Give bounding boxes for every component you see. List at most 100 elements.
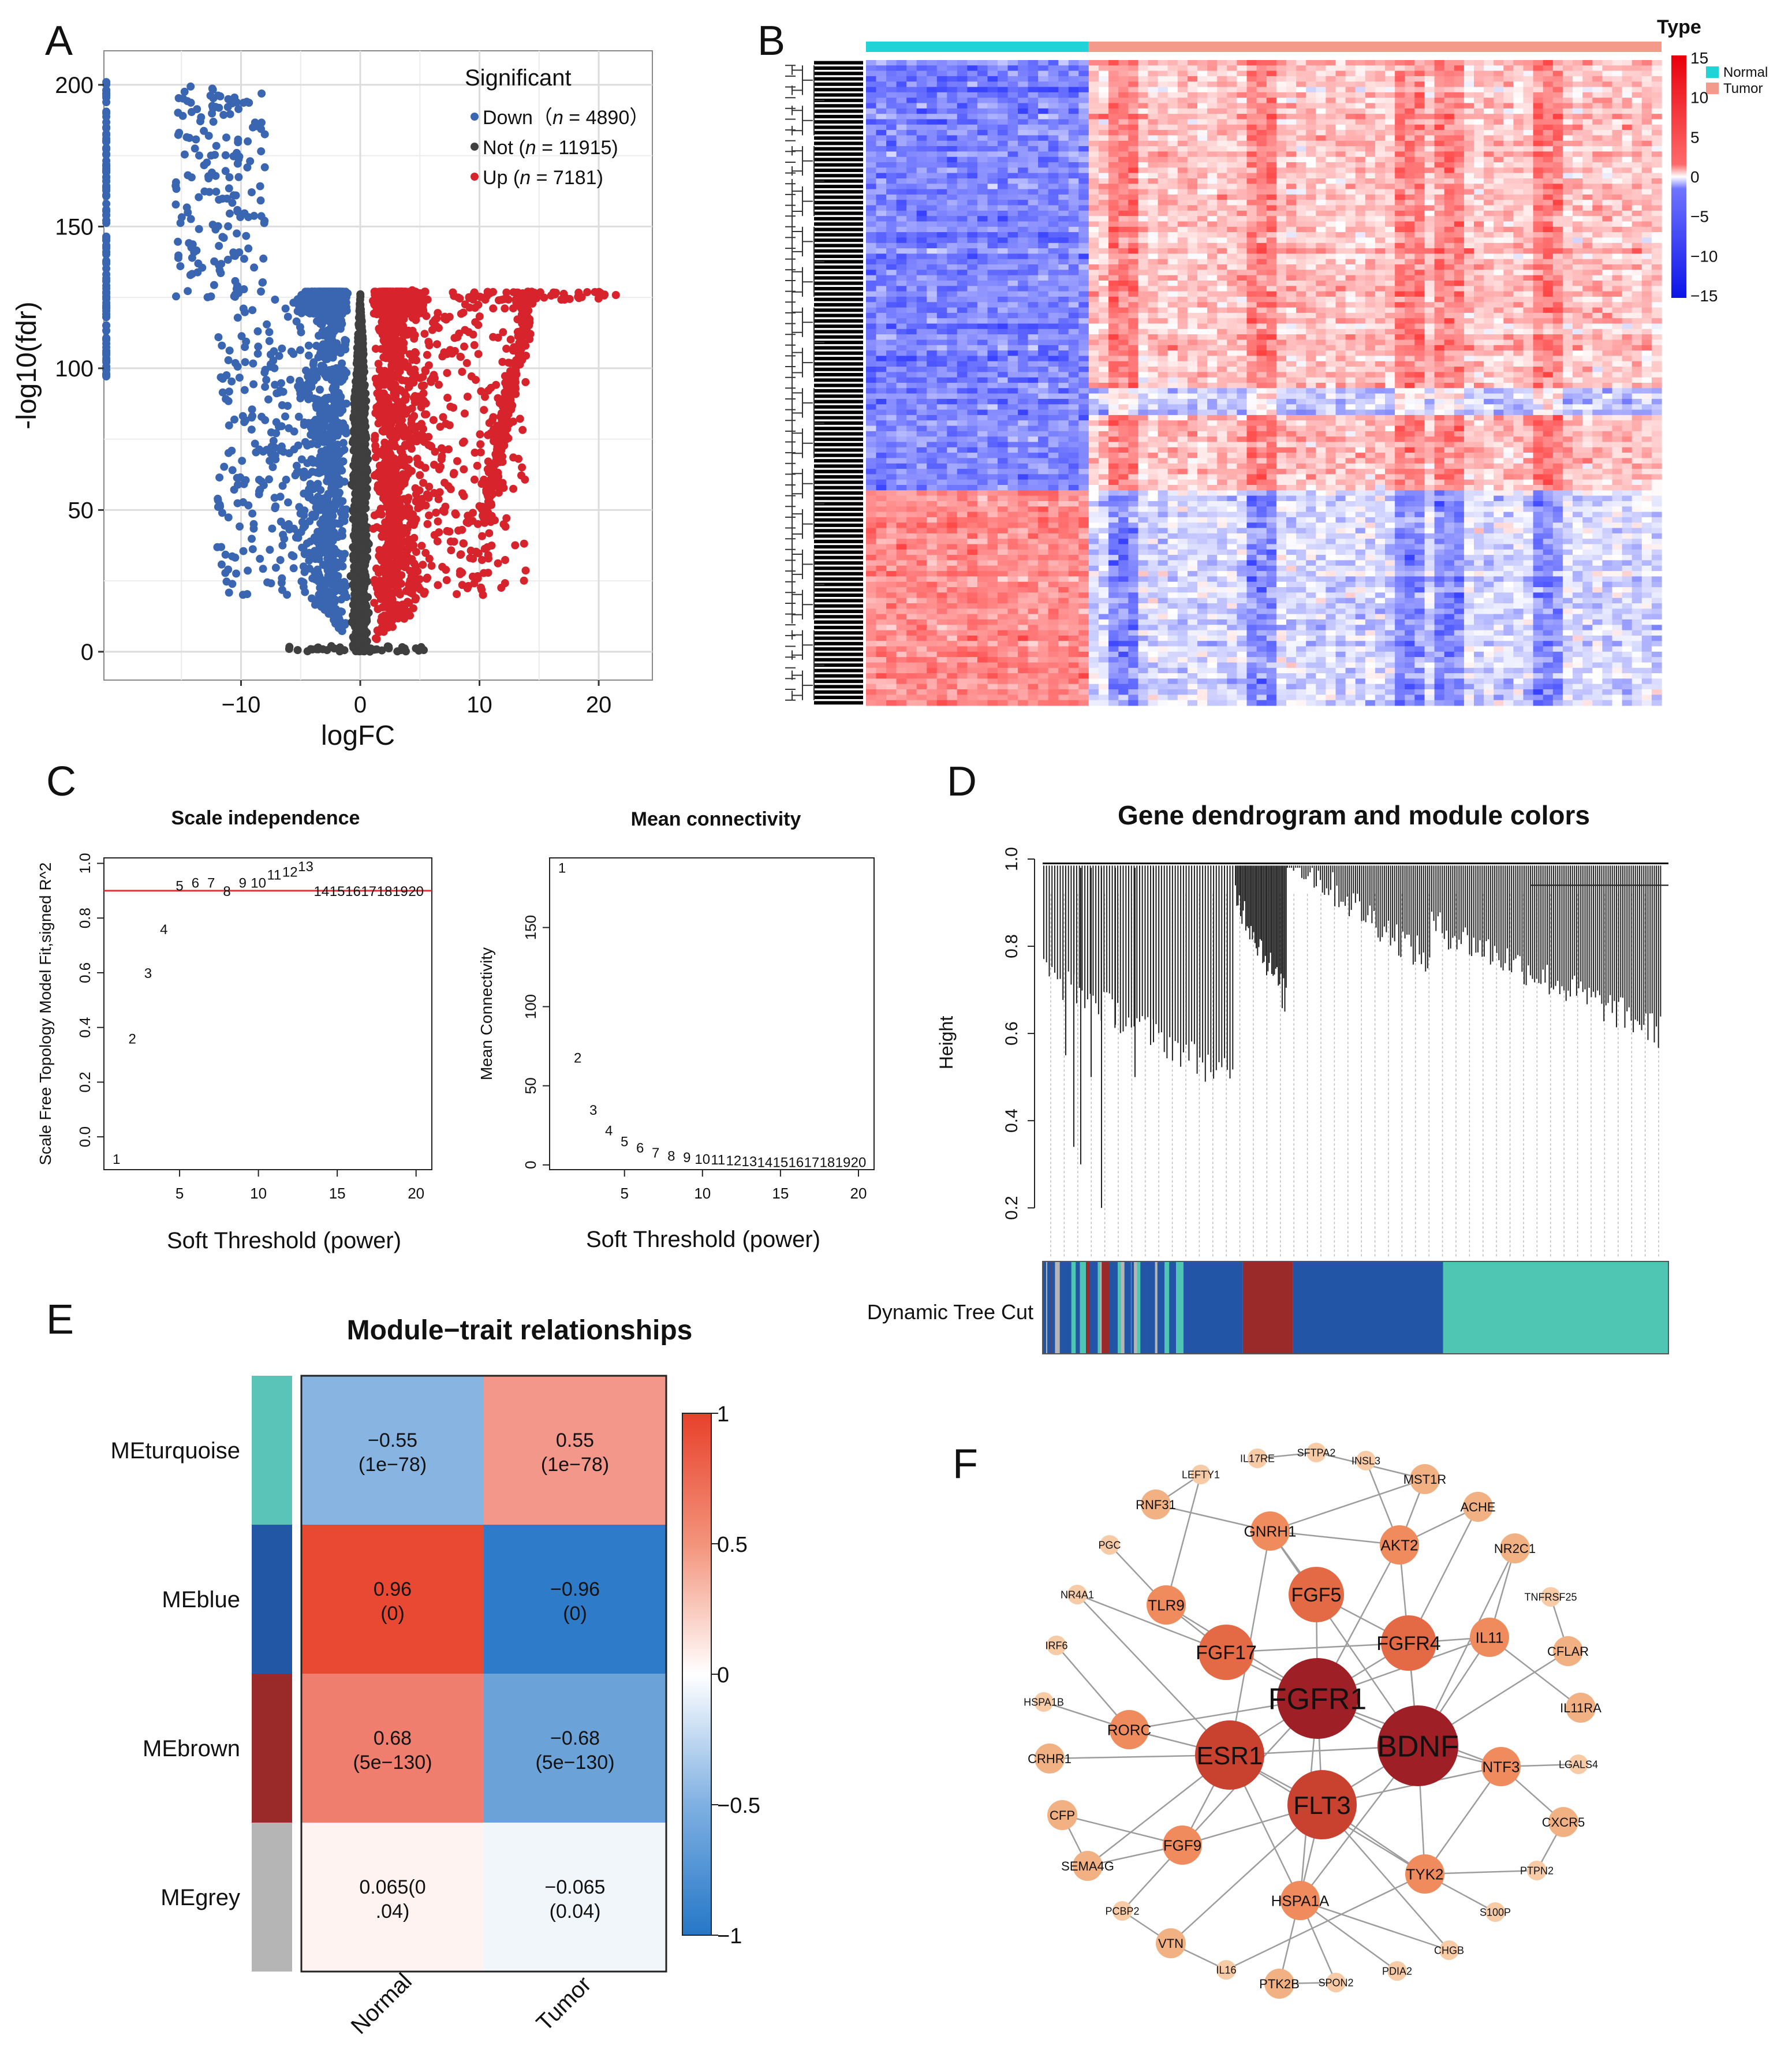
volcano-point: [462, 518, 471, 527]
volcano-point: [383, 528, 392, 536]
panel-letter-c: C: [46, 759, 76, 805]
volcano-point: [372, 635, 381, 643]
volcano-point: [335, 558, 344, 567]
volcano-point: [422, 312, 431, 320]
volcano-point: [260, 368, 269, 377]
volcano-point: [286, 375, 294, 384]
volcano-point: [354, 342, 363, 350]
volcano-point: [304, 341, 313, 350]
volcano-point: [480, 544, 489, 553]
volcano-point: [379, 621, 387, 629]
volcano-point: [451, 509, 460, 518]
volcano-point: [257, 288, 265, 296]
volcano-point: [233, 313, 242, 322]
volcano-point: [219, 234, 228, 242]
volcano-point: [313, 645, 322, 654]
volcano-point: [244, 501, 253, 510]
volcano-point: [192, 135, 200, 144]
volcano-point: [218, 509, 226, 517]
volcano-point: [248, 412, 257, 420]
volcano-point: [331, 297, 339, 306]
volcano-point: [391, 550, 400, 558]
volcano-point: [222, 371, 231, 379]
volcano-point: [374, 481, 382, 490]
volcano-point: [434, 517, 442, 526]
volcano-point: [316, 519, 324, 528]
volcano-point: [271, 296, 279, 304]
volcano-point: [318, 527, 326, 535]
volcano-point: [102, 335, 111, 344]
volcano-point: [102, 343, 111, 352]
volcano-point: [441, 502, 450, 511]
volcano-point: [420, 397, 428, 405]
volcano-point: [300, 568, 309, 576]
volcano-point: [246, 157, 255, 166]
volcano-point: [216, 269, 225, 277]
volcano-point: [234, 138, 242, 147]
volcano-point: [230, 94, 239, 102]
volcano-point: [239, 99, 248, 107]
volcano-point: [494, 559, 502, 568]
volcano-point: [313, 480, 322, 488]
volcano-point: [335, 316, 344, 324]
volcano-point: [275, 422, 283, 431]
volcano-point: [423, 350, 431, 359]
volcano-point: [324, 290, 333, 298]
volcano-point: [498, 357, 507, 366]
volcano-point: [423, 520, 432, 528]
volcano-point: [412, 356, 421, 365]
volcano-point: [175, 129, 184, 137]
volcano-point: [463, 584, 472, 592]
volcano-point: [398, 362, 406, 370]
volcano-point: [360, 421, 369, 430]
volcano-point: [521, 566, 530, 575]
volcano-point: [262, 376, 271, 384]
volcano-point: [414, 583, 423, 591]
volcano-point: [445, 527, 454, 536]
volcano-point: [224, 222, 233, 230]
volcano-point: [306, 382, 315, 390]
volcano-point: [407, 416, 416, 424]
volcano-point: [341, 338, 349, 347]
volcano-point: [340, 517, 349, 525]
volcano-point: [361, 522, 369, 531]
volcano-point: [195, 151, 203, 160]
volcano-point: [391, 394, 400, 403]
volcano-point: [238, 457, 247, 465]
volcano-point: [177, 213, 186, 222]
volcano-point: [464, 328, 473, 337]
volcano-point: [333, 339, 341, 348]
volcano-point: [247, 425, 256, 434]
volcano-point: [200, 161, 208, 170]
volcano-point: [410, 559, 419, 568]
volcano-point: [102, 259, 111, 268]
volcano-point: [435, 380, 443, 389]
volcano-point: [271, 563, 280, 572]
volcano-point: [249, 359, 257, 368]
volcano-point: [312, 421, 321, 430]
volcano-point: [266, 546, 274, 554]
volcano-point: [506, 335, 515, 344]
volcano-point: [419, 389, 428, 398]
volcano-point: [342, 429, 350, 438]
volcano-point: [278, 481, 287, 490]
volcano-point: [232, 569, 241, 578]
volcano-point: [277, 379, 285, 387]
volcano-point: [406, 611, 415, 620]
volcano-point: [221, 550, 230, 559]
volcano-point: [429, 318, 437, 327]
panel-letter-e: E: [46, 1297, 74, 1343]
volcano-point: [371, 435, 379, 443]
volcano-point: [191, 144, 199, 153]
volcano-point: [421, 464, 430, 472]
volcano-point: [259, 565, 267, 573]
volcano-point: [334, 288, 343, 296]
volcano-point: [432, 509, 440, 517]
volcano-point: [372, 584, 381, 592]
volcano-point: [327, 304, 335, 313]
volcano-point: [255, 487, 263, 496]
volcano-point: [215, 195, 223, 204]
volcano-point: [265, 475, 273, 484]
volcano-point: [407, 572, 416, 581]
volcano-point: [204, 132, 213, 140]
